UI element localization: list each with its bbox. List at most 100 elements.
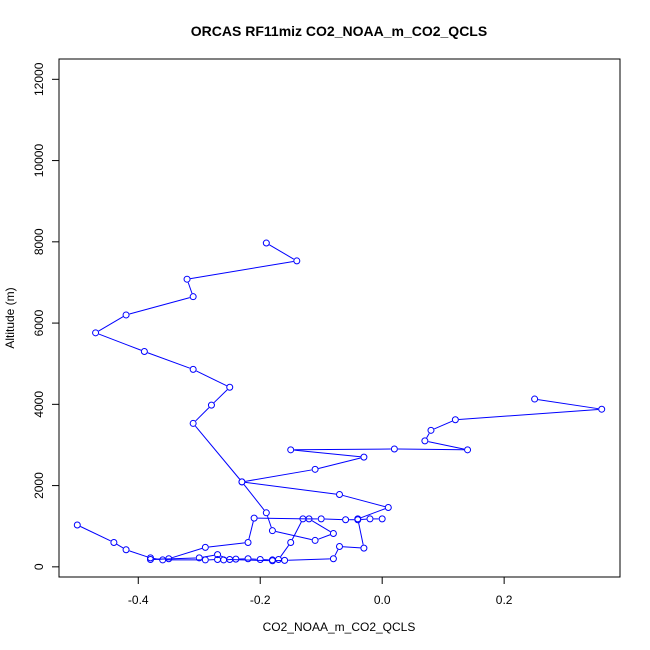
data-series (92, 239, 606, 565)
data-point (268, 527, 276, 535)
data-point (427, 426, 435, 434)
series-line-segment (280, 545, 290, 557)
x-tick-label: -0.2 (250, 593, 271, 607)
data-point (244, 555, 252, 563)
data-point (195, 554, 203, 562)
data-point (317, 515, 325, 523)
series-line-segment (342, 494, 386, 508)
data-point (189, 365, 197, 373)
series-line-segment (342, 546, 361, 549)
series-line-segment (311, 520, 331, 533)
series-line-segment (433, 420, 453, 430)
data-point (336, 491, 343, 499)
data-point (329, 530, 337, 538)
series-line-segment (116, 543, 124, 549)
series-line-segment (248, 521, 254, 540)
data-point (238, 478, 246, 486)
series-line-segment (195, 425, 241, 480)
x-axis: -0.4 -0.2 0.0 0.2 (128, 577, 513, 607)
data-point (354, 516, 362, 524)
series-line-segment (426, 433, 430, 439)
series-line-segment (318, 534, 331, 540)
data-point (183, 275, 191, 283)
y-tick-label: 8000 (32, 228, 46, 255)
data-point (360, 453, 368, 461)
data-point (598, 405, 606, 413)
data-point (262, 239, 270, 247)
series-line-segment (245, 469, 312, 482)
y-axis-label: Altitude (m) (3, 287, 17, 348)
data-point (299, 515, 307, 523)
data-point (140, 348, 148, 356)
data-point (92, 329, 100, 337)
data-point (464, 446, 472, 454)
plot-frame (58, 58, 621, 578)
series-line-segment (98, 316, 124, 332)
data-point (201, 543, 209, 551)
series-line-segment (187, 282, 193, 294)
y-tick-label: 6000 (32, 309, 46, 336)
series-layer (73, 239, 606, 565)
data-point (226, 383, 234, 391)
data-point (256, 556, 264, 564)
data-point (262, 509, 270, 517)
series-line-segment (196, 370, 227, 387)
data-point (384, 504, 392, 512)
data-point (531, 395, 539, 403)
data-point (189, 293, 197, 301)
series-line-segment (428, 441, 465, 450)
series-line-segment (129, 297, 190, 315)
series-line-segment (195, 407, 210, 422)
series-line-segment (360, 508, 386, 519)
data-point (287, 446, 295, 454)
series-line-segment (318, 457, 361, 469)
x-axis-label: CO2_NOAA_m_CO2_QCLS (263, 620, 416, 634)
data-point (366, 515, 374, 523)
series-line-segment (243, 484, 265, 511)
y-axis: 0 2000 4000 6000 8000 10000 12000 (32, 62, 59, 570)
data-series (73, 515, 386, 564)
series-line-segment (397, 448, 465, 451)
data-point (207, 401, 215, 409)
series-line-segment (171, 547, 203, 559)
series-line-segment (153, 557, 160, 560)
series-line-segment (291, 521, 302, 540)
series-line-segment (288, 558, 330, 561)
data-point (329, 555, 337, 563)
series-line-segment (153, 557, 196, 560)
series-line-segment (98, 333, 142, 351)
data-point (220, 556, 228, 564)
data-point (390, 445, 398, 453)
data-point (73, 521, 81, 529)
series-line-segment (257, 517, 306, 520)
series-line-segment (147, 352, 191, 369)
series-line-segment (245, 481, 337, 495)
series-line-segment (80, 526, 111, 542)
data-point (360, 544, 368, 552)
series-line-segment (208, 542, 245, 548)
data-point (311, 536, 319, 544)
series-line-segment (458, 408, 599, 421)
data-point (378, 515, 386, 523)
y-tick-label: 12000 (32, 62, 46, 96)
data-point (201, 556, 209, 564)
data-point (146, 554, 154, 562)
series-line-segment (190, 261, 294, 280)
series-line-segment (358, 522, 364, 545)
data-point (275, 556, 283, 564)
data-point (250, 514, 258, 522)
series-line-segment (269, 244, 295, 260)
series-line-segment (538, 399, 599, 410)
data-point (451, 416, 459, 424)
y-tick-label: 4000 (32, 391, 46, 418)
y-tick-label: 2000 (32, 472, 46, 499)
series-line-segment (213, 389, 228, 404)
data-point (293, 257, 301, 265)
data-point (281, 556, 289, 564)
data-point (311, 465, 319, 473)
data-point (336, 543, 343, 551)
data-point (244, 538, 252, 546)
data-point (342, 516, 350, 524)
series-line-segment (294, 449, 361, 458)
